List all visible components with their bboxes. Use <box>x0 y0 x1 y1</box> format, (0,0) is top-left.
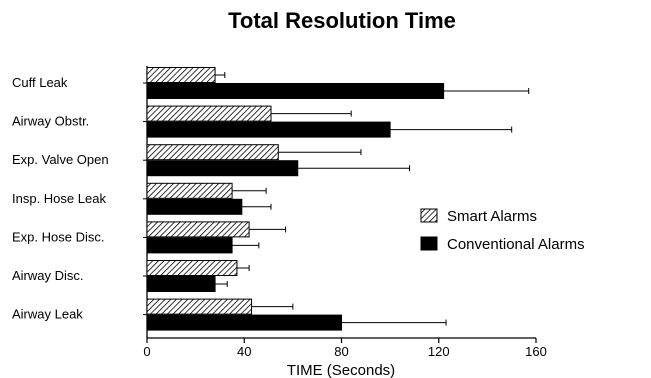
conventional-alarms-bar <box>146 237 233 254</box>
x-tick-label: 120 <box>428 344 450 359</box>
plot-area: 0 40 80 120 160 Cuff Leak Airway Obstr. Exp. Va… <box>12 66 547 359</box>
conventional-alarms-bar <box>146 121 391 138</box>
legend: Smart Alarms Conventional Alarms <box>420 208 585 253</box>
smart-alarms-bar <box>146 298 253 315</box>
category-label: Airway Disc. <box>12 268 84 283</box>
conventional-alarms-bar <box>146 160 299 177</box>
category-label: Insp. Hose Leak <box>12 191 106 206</box>
smart-alarms-bar <box>146 260 238 276</box>
chart-title: Total Resolution Time <box>228 8 456 33</box>
smart-alarms-bar <box>146 67 216 83</box>
x-tick-label: 80 <box>334 344 348 359</box>
category-label: Cuff Leak <box>12 75 68 90</box>
smart-alarms-bar <box>146 182 233 199</box>
conventional-alarms-bar <box>146 314 342 331</box>
conventional-alarms-bar <box>146 198 243 215</box>
category-label: Exp. Valve Open <box>12 152 109 167</box>
legend-label-conventional: Conventional Alarms <box>447 236 585 253</box>
conventional-alarms-bar <box>146 276 216 292</box>
smart-alarms-bar <box>146 144 279 161</box>
x-tick-label: 40 <box>237 344 251 359</box>
legend-swatch-conventional <box>420 236 438 251</box>
smart-alarms-bar <box>146 221 250 238</box>
x-axis-label: TIME (Seconds) <box>287 362 395 378</box>
legend-swatch-smart <box>420 208 438 223</box>
category-label: Airway Leak <box>12 307 83 322</box>
x-tick-label: 0 <box>143 344 150 359</box>
conventional-alarms-bar <box>146 83 445 99</box>
x-tick-label: 160 <box>525 344 547 359</box>
smart-alarms-bar <box>146 105 272 122</box>
category-label: Exp. Hose Disc. <box>12 229 104 244</box>
category-label: Airway Obstr. <box>12 114 89 129</box>
legend-label-smart: Smart Alarms <box>447 208 537 225</box>
